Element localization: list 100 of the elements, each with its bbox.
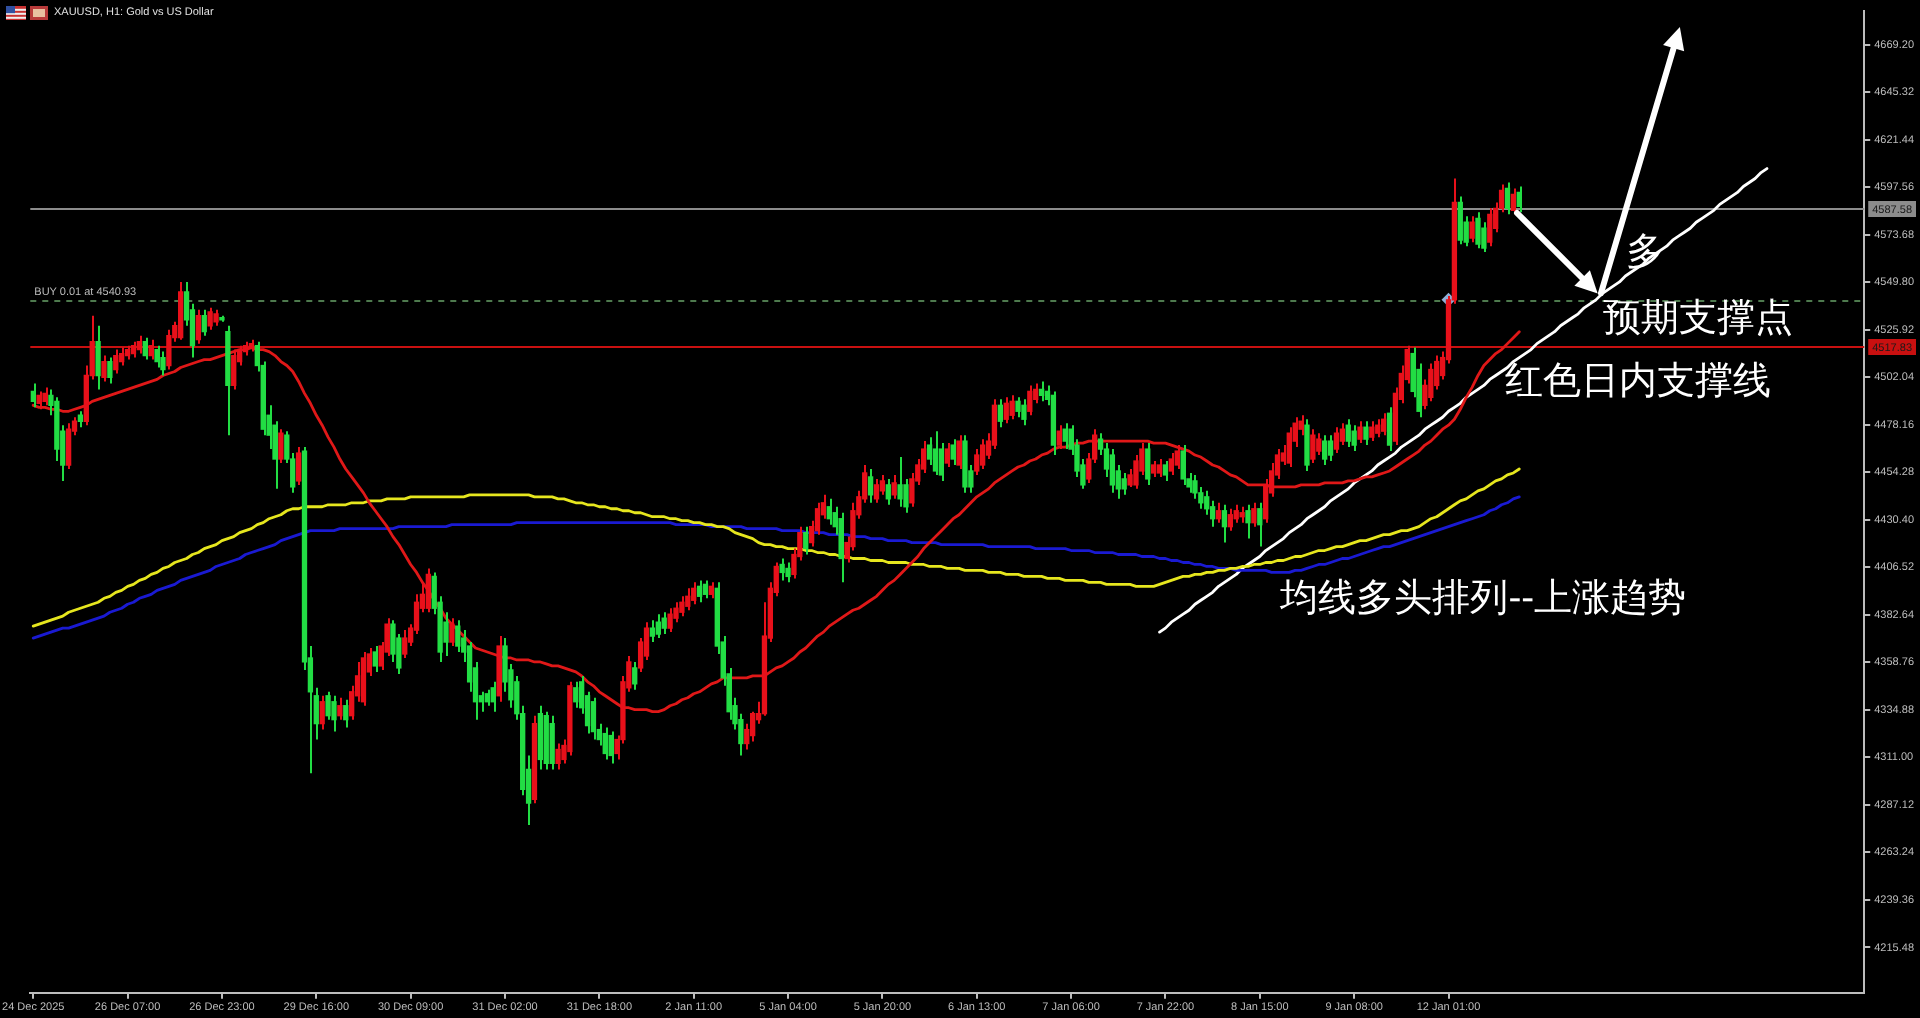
candlestick (691, 581, 697, 606)
candlestick (932, 430, 939, 476)
candlestick (838, 511, 844, 584)
candlestick (679, 595, 685, 618)
candlestick (667, 607, 673, 634)
candlestick (1009, 394, 1015, 421)
candlestick (979, 438, 986, 470)
candlestick (750, 710, 756, 743)
candlestick (685, 587, 691, 612)
candlestick (1310, 428, 1316, 465)
candlestick (826, 497, 832, 526)
candlestick (873, 477, 880, 504)
candlestick (962, 434, 968, 494)
candlestick (944, 442, 950, 468)
candlestick (207, 306, 213, 331)
annotation: 红色日内支撑线 (1504, 359, 1771, 404)
candlestick (785, 561, 791, 584)
candlestick (1245, 503, 1251, 540)
candlestick (1286, 426, 1292, 468)
candlestick (95, 324, 101, 391)
candlestick (1168, 452, 1175, 476)
candlestick (1227, 507, 1233, 532)
candlestick (555, 742, 561, 771)
candlestick (455, 619, 461, 653)
candlestick (360, 651, 367, 707)
candlestick (1351, 424, 1357, 453)
candlestick (1221, 503, 1228, 544)
candlestick (295, 446, 302, 486)
candlestick (1174, 444, 1180, 470)
candlestick (337, 696, 343, 721)
candlestick (897, 456, 903, 508)
candlestick (402, 629, 408, 659)
candlestick (649, 619, 656, 644)
candlestick (608, 730, 614, 765)
candlestick (178, 280, 184, 341)
candlestick (425, 567, 431, 614)
candlestick (1339, 422, 1346, 447)
candlestick (278, 428, 284, 465)
candlestick (632, 660, 638, 691)
candlestick (1257, 501, 1263, 548)
candlestick (154, 344, 160, 369)
candlestick (891, 473, 897, 500)
candlestick (590, 696, 597, 741)
candlestick (1027, 384, 1033, 417)
candlestick (1121, 471, 1127, 496)
candlestick (867, 467, 874, 504)
candlestick (1345, 418, 1351, 449)
candlestick (885, 477, 891, 506)
candlestick (1469, 215, 1475, 244)
candlestick (879, 473, 886, 496)
candlestick (950, 438, 956, 466)
candlestick (1021, 398, 1027, 427)
candlestick (779, 557, 785, 582)
candlestick (1015, 396, 1021, 419)
candlestick (1251, 501, 1257, 528)
candlestick (1457, 195, 1463, 246)
candlestick (1357, 420, 1363, 445)
candlestick (803, 525, 809, 556)
candlestick (1504, 181, 1511, 216)
candlestick (1215, 501, 1222, 524)
candlestick (1428, 362, 1434, 403)
candlestick (1062, 422, 1068, 451)
candlestick (655, 613, 661, 640)
candlestick (343, 698, 349, 729)
candlestick (231, 348, 237, 391)
candlestick (537, 704, 544, 771)
candlestick (1263, 477, 1269, 524)
candlestick (1304, 418, 1310, 472)
candlestick (1487, 207, 1493, 248)
candlestick (1180, 444, 1186, 486)
candlestick (1056, 424, 1062, 451)
candlestick (113, 348, 119, 375)
candlestick (195, 308, 202, 345)
candlestick (319, 694, 325, 731)
candlestick (1333, 426, 1340, 455)
candlestick (549, 714, 555, 771)
candlestick (201, 308, 207, 337)
candlestick (160, 350, 166, 377)
candlestick (1327, 434, 1334, 463)
candlestick (661, 611, 667, 636)
candlestick (1475, 211, 1481, 250)
candlestick (148, 338, 154, 361)
candlestick (30, 382, 36, 409)
candlestick (991, 398, 998, 451)
candlestick (1038, 380, 1045, 403)
annotation: 均线多头排列--上涨趋势 (1278, 576, 1687, 621)
candlestick (65, 422, 72, 470)
candlestick (107, 356, 113, 385)
candlestick (1369, 420, 1375, 443)
candlestick (101, 354, 107, 383)
candlestick (673, 601, 679, 624)
candlestick (997, 398, 1003, 429)
candlestick (1363, 420, 1369, 447)
candlestick (1109, 448, 1116, 494)
candlestick (573, 680, 579, 709)
candlestick (1316, 432, 1322, 457)
annotation: 预期支撑点 (1602, 295, 1793, 340)
candlestick (1003, 396, 1009, 425)
candlestick (331, 694, 337, 733)
candlestick (1322, 434, 1328, 466)
